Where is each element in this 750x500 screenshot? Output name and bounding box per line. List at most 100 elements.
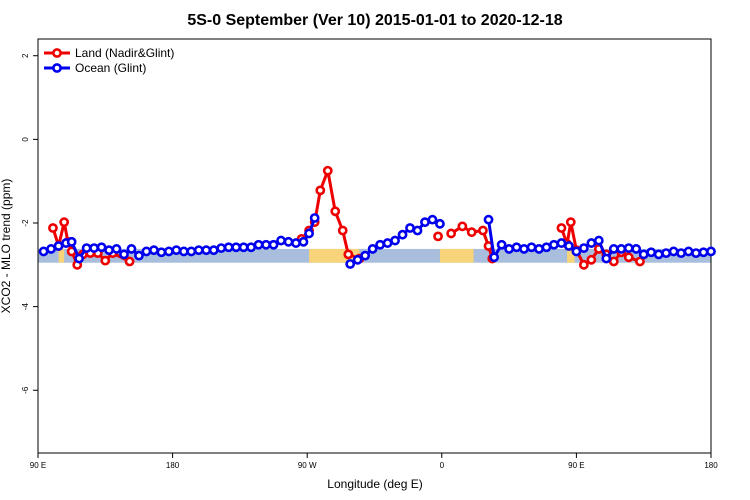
ocean-point-0-19	[178, 246, 189, 257]
ocean-point-2-11	[564, 241, 574, 251]
ocean-point-0-36	[304, 228, 314, 239]
ocean-point-0-20	[186, 246, 197, 257]
ocean-point-0-4	[66, 236, 77, 247]
x-tick-label-4: 90 E	[568, 461, 584, 470]
ocean-point-2-25	[668, 246, 679, 257]
land-point-1-7	[343, 249, 354, 260]
ocean-point-2-16	[601, 253, 612, 264]
land-point-0-2	[59, 217, 70, 228]
ocean-point-0-5	[74, 253, 85, 264]
ocean-point-0-34	[291, 238, 301, 248]
x-tick-label-0: 90 E	[30, 461, 46, 470]
ocean-point-2-27	[683, 246, 694, 257]
x-tick-label-3: 0	[440, 461, 445, 470]
ocean-point-0-33	[283, 236, 294, 247]
land-point-0-0	[48, 223, 58, 233]
ocean-point-2-9	[549, 239, 559, 250]
ocean-point-2-10	[556, 238, 567, 248]
ocean-point-2-3	[504, 244, 514, 254]
ocean-point-1-6	[390, 235, 400, 246]
ocean-point-2-8	[541, 242, 552, 253]
ocean-point-1-3	[367, 244, 378, 254]
chart-title: 5S-0 September (Ver 10) 2015-01-01 to 20…	[187, 12, 562, 29]
ocean-point-2-30	[706, 246, 716, 257]
ocean-point-0-17	[163, 246, 174, 257]
ocean-point-1-2	[360, 250, 371, 261]
ocean-point-2-7	[534, 244, 544, 254]
ocean-point-2-17	[608, 244, 619, 254]
land-point-3-0	[446, 228, 457, 239]
land-point-1-4	[322, 165, 333, 176]
land-point-4-2	[565, 217, 576, 228]
ocean-point-2-20	[631, 244, 642, 254]
ocean-point-0-31	[268, 239, 279, 250]
ocean-point-2-22	[646, 247, 657, 258]
ocean-point-2-26	[676, 248, 686, 259]
land-point-3-2	[466, 227, 477, 238]
ocean-point-2-13	[578, 243, 589, 253]
land-point-1-6	[337, 225, 348, 236]
ocean-point-2-4	[511, 242, 522, 253]
ocean-point-2-5	[519, 244, 529, 254]
land-point-4-8	[608, 256, 619, 267]
ocean-point-0-28	[246, 242, 257, 253]
ocean-point-2-14	[586, 238, 597, 248]
y-tick-label-1: 0	[21, 137, 30, 142]
land-point-4-5	[586, 254, 597, 265]
ocean-point-0-6	[81, 243, 92, 253]
ocean-point-1-10	[420, 217, 430, 228]
ocean-point-1-1	[352, 254, 363, 265]
legend: Land (Nadir&Glint)Ocean (Glint)	[44, 46, 174, 75]
land-point-0-11	[124, 256, 135, 267]
ocean-point-0-23	[208, 245, 219, 256]
plot-area: 90 E 180 90 W 0 90 E 180 2 0 -2 -4 -6	[21, 38, 718, 470]
land-point-1-5	[330, 206, 341, 217]
ocean-point-0-35	[298, 236, 309, 247]
ocean-point-2-19	[623, 243, 634, 253]
ocean-point-1-4	[375, 239, 386, 250]
ocean-point-0-7	[89, 243, 99, 253]
land-series-line-1	[300, 169, 361, 260]
ocean-point-2-24	[661, 248, 672, 259]
plot-frame	[37, 38, 712, 454]
ocean-point-2-0	[483, 214, 494, 225]
x-tick-label-2: 90 W	[298, 461, 317, 470]
ocean-point-2-28	[691, 248, 701, 259]
land-surface-band-3	[567, 248, 575, 263]
ocean-point-0-21	[193, 245, 204, 256]
ocean-point-0-18	[171, 245, 182, 256]
ocean-point-0-26	[231, 242, 242, 253]
land-point-0-9	[100, 255, 111, 266]
land-legend-marker	[52, 48, 62, 58]
ocean-point-1-12	[435, 218, 445, 229]
land-legend-label: Land (Nadir&Glint)	[75, 46, 174, 60]
ocean-point-1-8	[405, 223, 415, 233]
ocean-point-0-25	[223, 242, 234, 253]
ocean-point-1-5	[382, 238, 393, 248]
land-surface-band-0	[58, 248, 65, 263]
ocean-point-2-1	[489, 252, 500, 263]
ocean-point-0-27	[238, 242, 249, 253]
ocean-point-0-2	[53, 241, 64, 251]
ocean-point-0-30	[261, 239, 271, 250]
ocean-point-0-13	[134, 250, 144, 261]
ocean-point-1-11	[427, 214, 438, 225]
land-point-4-11	[635, 256, 645, 267]
ocean-point-0-24	[216, 243, 227, 253]
land-point-3-1	[457, 221, 468, 232]
ocean-point-1-9	[412, 225, 423, 236]
ocean-point-0-9	[104, 245, 114, 256]
y-tick-label-4: -6	[21, 386, 30, 394]
ocean-legend-label: Ocean (Glint)	[75, 61, 146, 75]
ocean-point-0-22	[201, 245, 212, 256]
x-axis-label: Longitude (deg E)	[327, 477, 422, 491]
land-surface-band-2	[439, 248, 474, 263]
ocean-point-2-15	[593, 235, 604, 246]
x-tick-label-5: 180	[704, 461, 718, 470]
ocean-point-0-16	[156, 247, 167, 258]
ocean-point-0-12	[126, 244, 137, 254]
ocean-point-0-8	[96, 242, 107, 253]
ocean-legend-marker	[52, 63, 62, 73]
land-point-2-0	[433, 231, 443, 242]
